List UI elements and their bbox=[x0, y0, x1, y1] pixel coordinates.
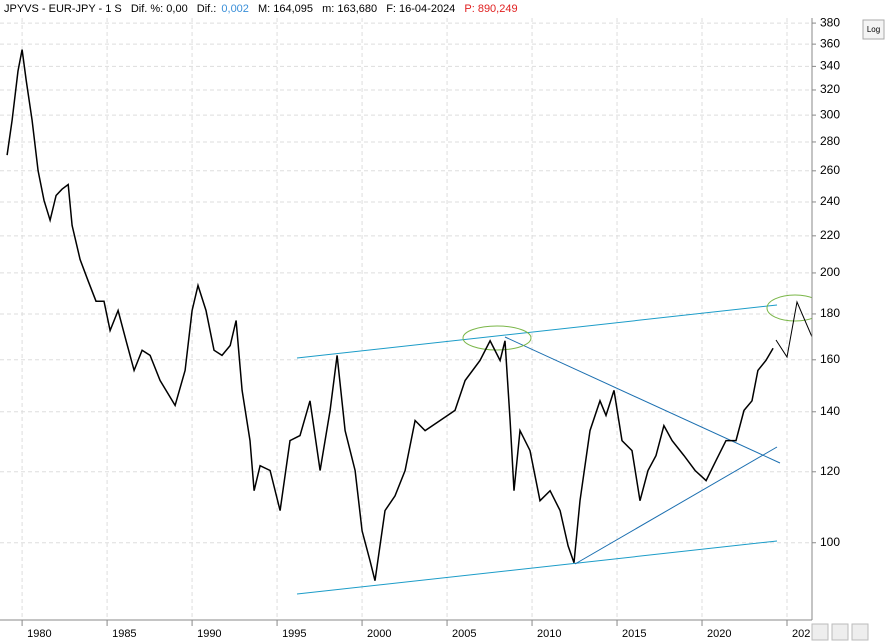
y-tick-label: 180 bbox=[820, 306, 840, 320]
header: JPYVS - EUR-JPY - 1 S Dif. %: 0,00 Dif.:… bbox=[0, 0, 887, 18]
y-tick-label: 360 bbox=[820, 36, 840, 50]
min: m: 163,680 bbox=[322, 3, 378, 15]
y-tick-label: 320 bbox=[820, 82, 840, 96]
y-tick-label: 280 bbox=[820, 134, 840, 148]
y-tick-label: 300 bbox=[820, 107, 840, 121]
x-tick-label: 202 bbox=[792, 628, 810, 640]
y-tick-label: 240 bbox=[820, 194, 840, 208]
symbol: JPYVS - EUR-JPY - 1 S bbox=[4, 3, 122, 15]
diff-label: Dif.: bbox=[196, 3, 217, 15]
tool-button[interactable] bbox=[811, 623, 829, 641]
y-axis-panel bbox=[812, 18, 887, 644]
y-tick-label: 220 bbox=[820, 228, 840, 242]
trend-line bbox=[296, 304, 778, 359]
trend-line bbox=[296, 540, 778, 595]
x-tick-label: 1980 bbox=[27, 628, 51, 640]
diff-value: 0,002 bbox=[221, 3, 249, 15]
save-button[interactable] bbox=[831, 623, 849, 641]
log-button[interactable] bbox=[862, 19, 885, 40]
y-tick-label: 340 bbox=[820, 59, 840, 73]
diff-pct: Dif. %: 0,00 bbox=[130, 3, 188, 15]
price: P: 890,249 bbox=[464, 3, 518, 15]
x-tick-label: 2000 bbox=[367, 628, 391, 640]
x-tick-label: 1990 bbox=[197, 628, 221, 640]
y-tick-label: 380 bbox=[820, 15, 840, 29]
x-tick-label: 1985 bbox=[112, 628, 136, 640]
y-tick-label: 120 bbox=[820, 464, 840, 478]
x-tick-label: 2015 bbox=[622, 628, 646, 640]
y-tick-label: 260 bbox=[820, 163, 840, 177]
price-line bbox=[6, 49, 774, 581]
axes: 100 120 140 160 180 200 220 240 260 280 300 320 340 3… bbox=[21, 15, 840, 640]
trend-line bbox=[574, 446, 778, 565]
x-tick-label: 2020 bbox=[707, 628, 731, 640]
log-button-label: Log bbox=[867, 25, 880, 34]
y-tick-label: 160 bbox=[820, 352, 840, 366]
max: M: 164,095 bbox=[257, 3, 314, 15]
x-tick-label: 2010 bbox=[537, 628, 561, 640]
highlight-ellipse bbox=[462, 325, 532, 351]
settings-button[interactable] bbox=[851, 623, 869, 641]
y-tick-label: 140 bbox=[820, 404, 840, 418]
trend-line bbox=[504, 336, 781, 464]
date: F: 16-04-2024 bbox=[386, 3, 456, 15]
x-axis-panel bbox=[0, 620, 812, 644]
x-tick-label: 2005 bbox=[452, 628, 476, 640]
y-tick-label: 100 bbox=[820, 535, 840, 549]
x-tick-label: 1995 bbox=[282, 628, 306, 640]
y-tick-label: 200 bbox=[820, 265, 840, 279]
